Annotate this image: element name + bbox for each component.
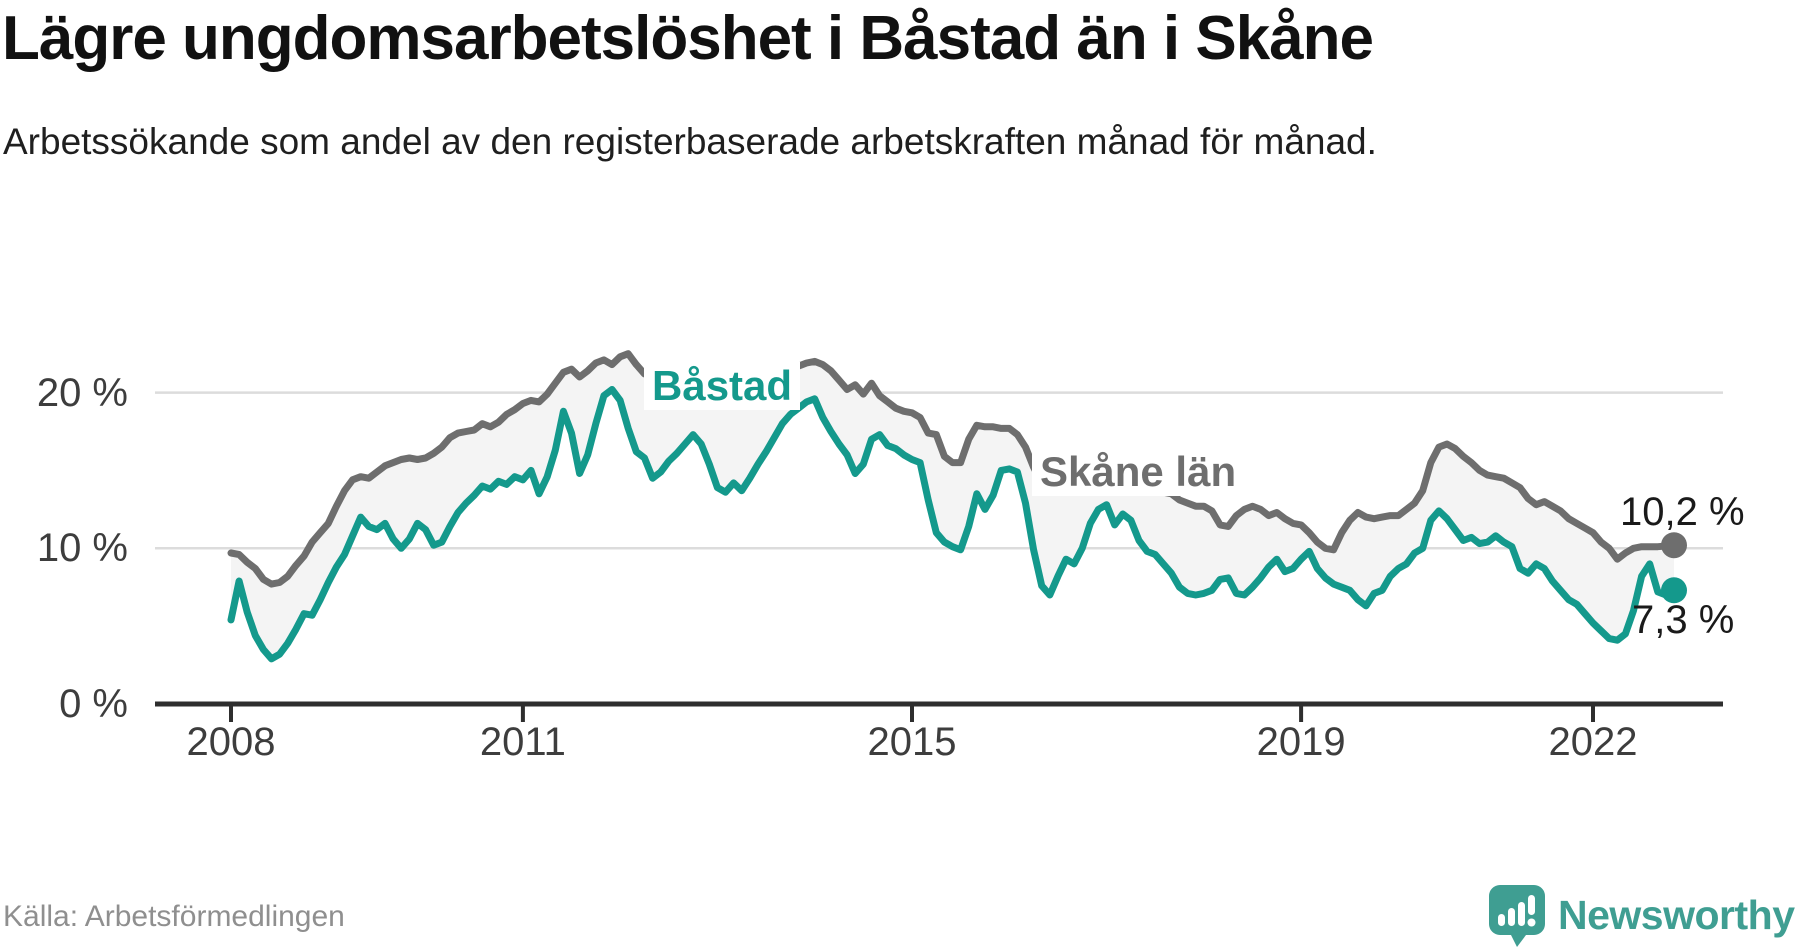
skane-end-value-label: 10,2 % <box>1620 490 1745 534</box>
page-title: Lägre ungdomsarbetslöshet i Båstad än i … <box>2 4 1374 73</box>
bastad-end-value-label: 7,3 % <box>1632 598 1735 642</box>
source-attribution: Källa: Arbetsförmedlingen <box>3 900 345 933</box>
x-tick-label-2019: 2019 <box>1256 720 1346 764</box>
skane-end-dot <box>1661 532 1687 559</box>
gridlines <box>155 391 1723 550</box>
y-tick-label-10: 10 % <box>36 526 128 571</box>
bastad-end-dot <box>1661 577 1687 604</box>
bastad-line <box>227 386 1678 663</box>
x-axis-ticks <box>229 704 1595 722</box>
skane-line <box>227 350 1678 588</box>
y-tick-label-20: 20 % <box>36 370 128 415</box>
page-subtitle: Arbetssökande som andel av den registerb… <box>3 121 1377 162</box>
x-tick-label-2008: 2008 <box>186 720 276 764</box>
x-tick-label-2022: 2022 <box>1548 720 1638 764</box>
newsworthy-logo: Newsworthy <box>1488 884 1795 948</box>
area-between-series <box>231 353 1674 659</box>
x-tick-label-2015: 2015 <box>867 720 957 764</box>
x-tick-label-2011: 2011 <box>479 720 566 764</box>
chart-speech-bubble-icon <box>1489 885 1545 947</box>
y-tick-label-0: 0 % <box>59 682 128 726</box>
bastad-series-label: Båstad <box>644 362 801 410</box>
skane-series-label: Skåne län <box>1032 448 1245 496</box>
newsworthy-logo-text: Newsworthy <box>1558 892 1795 938</box>
